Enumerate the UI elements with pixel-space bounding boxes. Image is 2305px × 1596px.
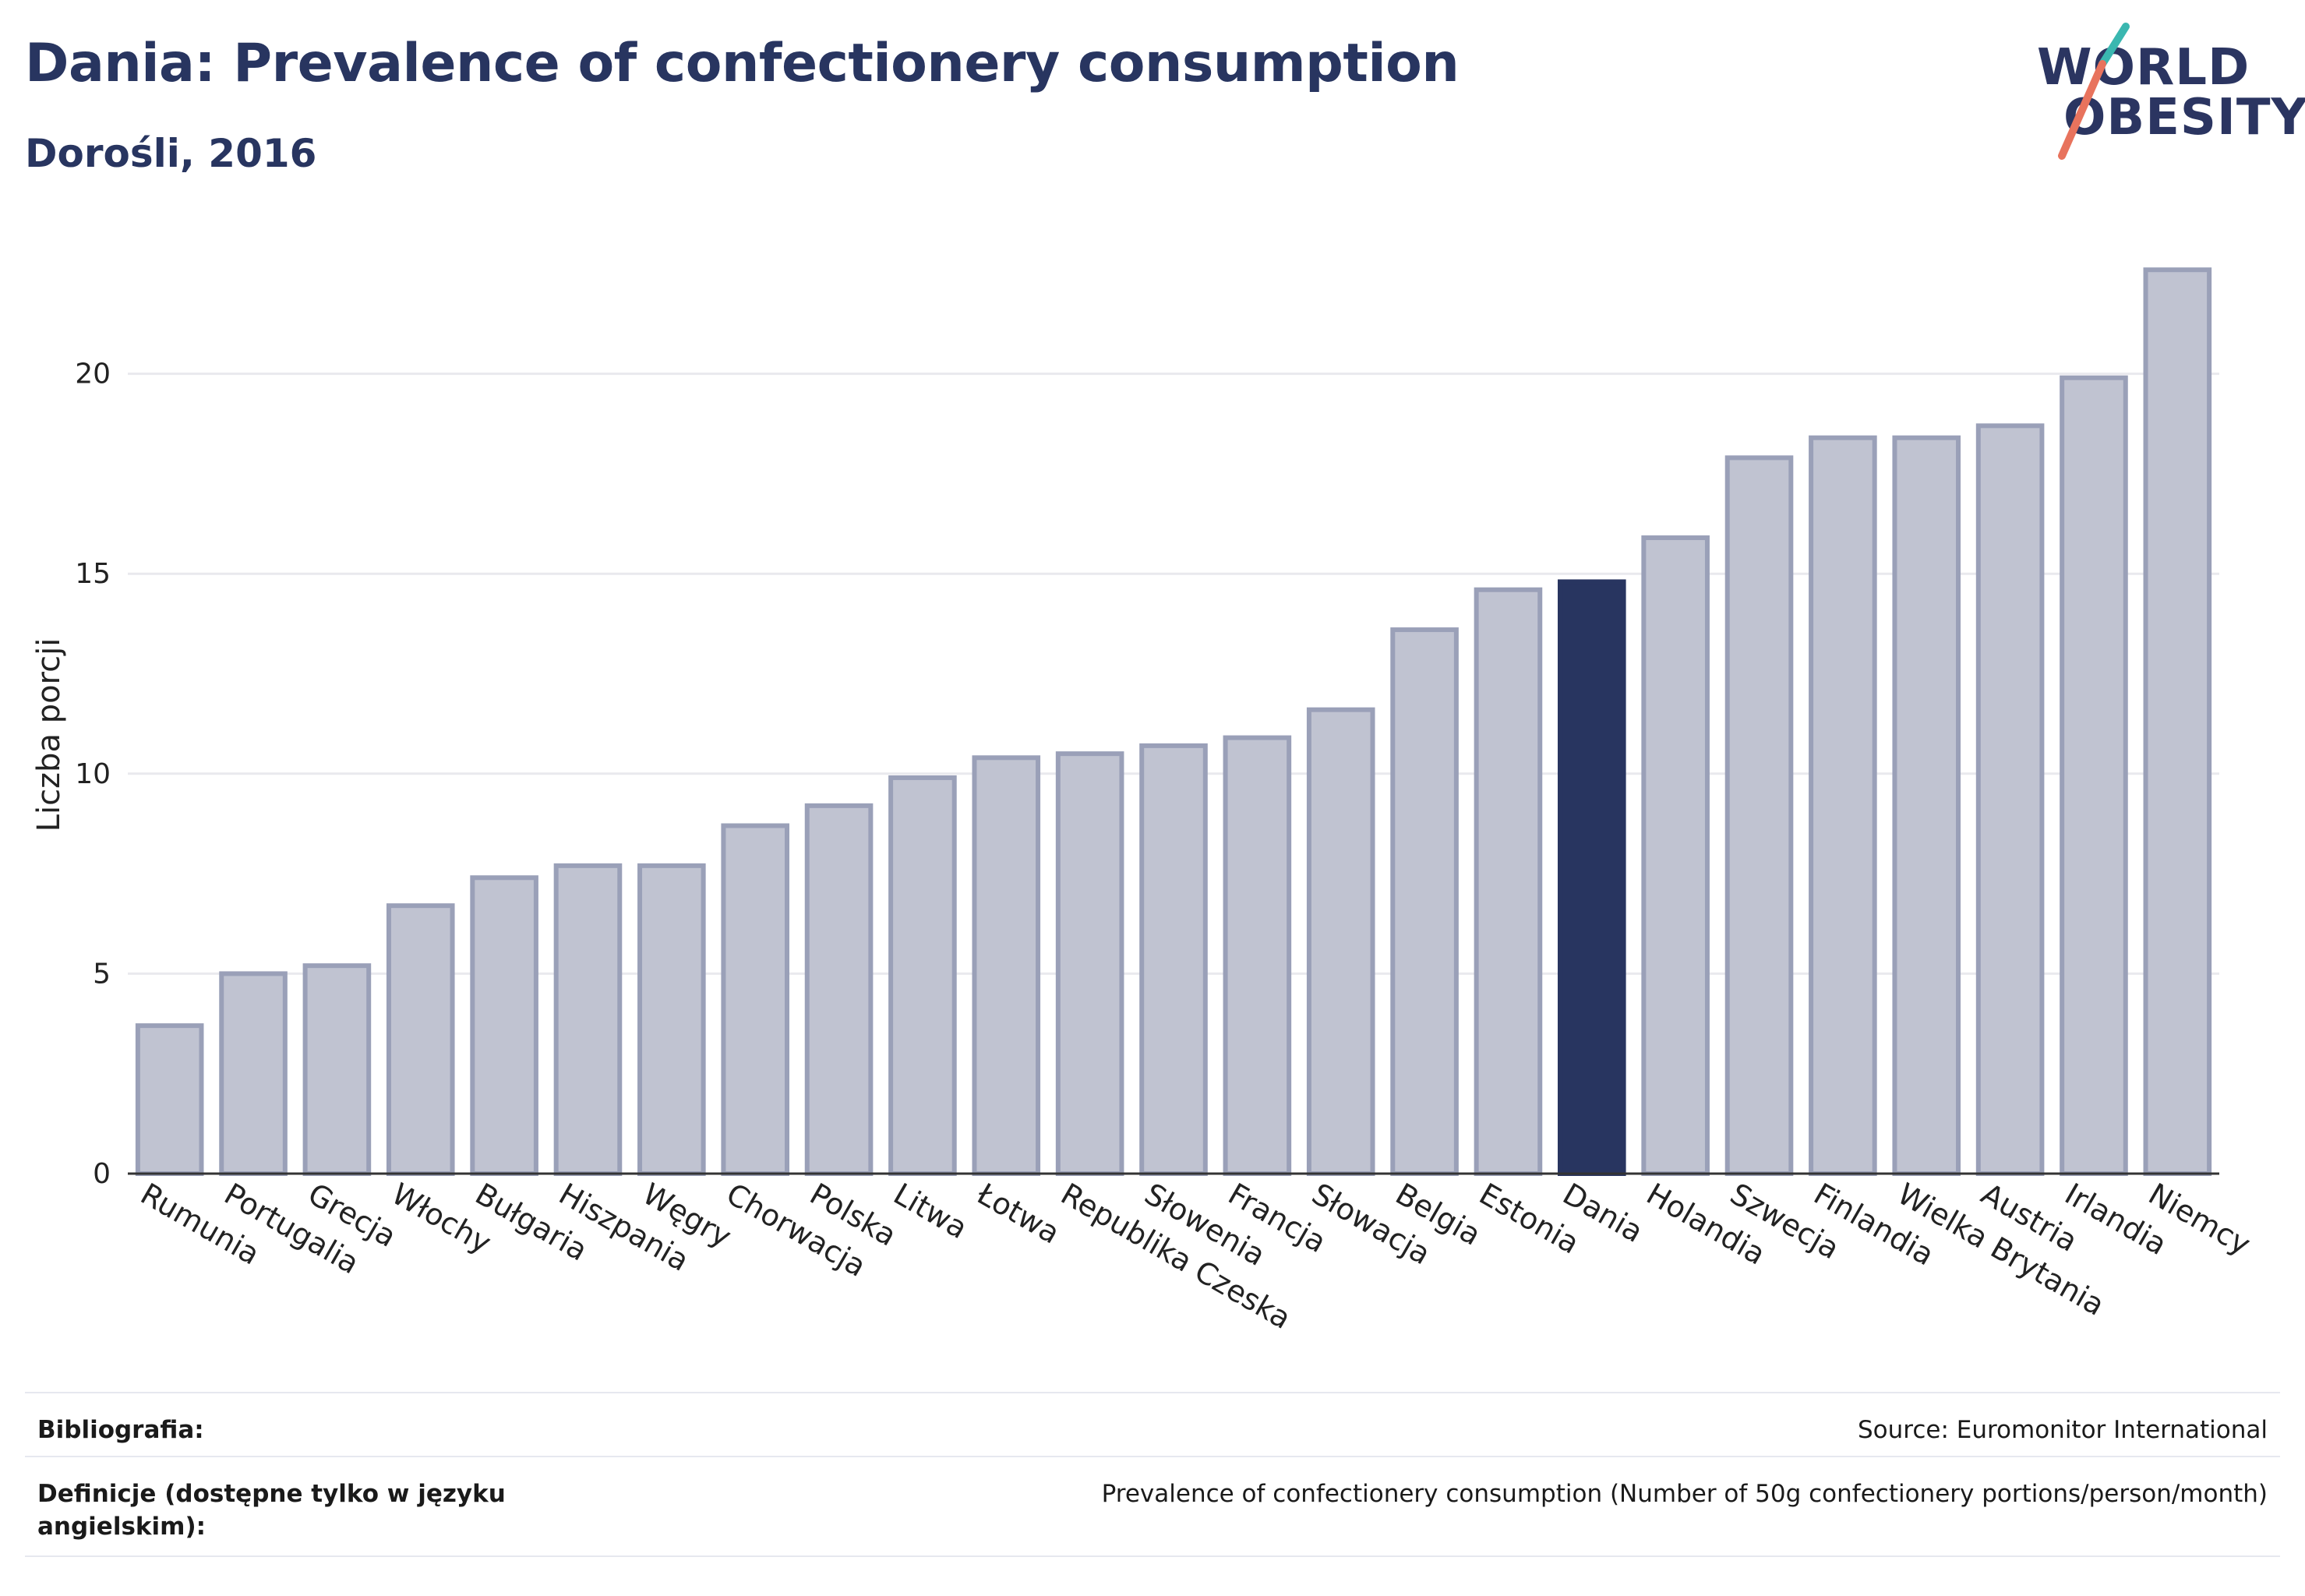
footer-row-definitions: Definicje (dostępne tylko w języku angie… (25, 1456, 2280, 1557)
bar-6 (553, 863, 623, 1176)
chart-subtitle: Dorośli, 2016 (25, 131, 317, 176)
bar-5 (470, 875, 538, 1176)
x-tick-label: Łotwa (971, 1176, 1065, 1251)
bar-17 (1474, 587, 1543, 1176)
logo-slash-icon (2058, 23, 2130, 160)
footer-row-bibliography: Bibliografia: Source: Euromonitor Intern… (25, 1392, 2280, 1457)
bar-24 (2060, 375, 2128, 1176)
bar-1 (135, 1023, 204, 1176)
bar-20 (1724, 455, 1794, 1176)
bibliography-value: Source: Euromonitor International (1857, 1416, 2268, 1444)
bar-7 (637, 863, 706, 1176)
definitions-value: Prevalence of confectionery consumption … (1101, 1480, 2268, 1508)
bar-25 (2143, 267, 2212, 1176)
bar-2 (219, 971, 288, 1177)
bar-16 (1390, 627, 1459, 1176)
bar-10 (888, 775, 957, 1176)
x-tick-label: Litwa (888, 1177, 972, 1246)
bar-21 (1809, 435, 1877, 1176)
bar-9 (804, 803, 874, 1176)
y-tick-label: 0 (93, 1158, 111, 1190)
bibliography-label: Bibliografia: (37, 1416, 204, 1444)
bar-19 (1641, 535, 1710, 1176)
bar-22 (1892, 435, 1961, 1176)
y-axis-label: Liczba porcji (31, 638, 67, 832)
bar-15 (1306, 707, 1375, 1176)
y-tick-label: 20 (75, 358, 111, 390)
chart-title: Dania: Prevalence of confectionery consu… (25, 33, 1460, 94)
y-tick-label: 5 (93, 958, 111, 990)
definitions-label: Definicje (dostępne tylko w języku angie… (37, 1480, 506, 1541)
bar-13 (1139, 743, 1208, 1176)
bar-4 (386, 903, 455, 1177)
bar-18 (1558, 579, 1626, 1176)
world-obesity-logo[interactable]: WORLD OBESITY (2034, 23, 2305, 164)
bar-12 (1055, 751, 1124, 1176)
bar-23 (1975, 423, 2045, 1176)
bar-8 (721, 823, 789, 1177)
y-tick-label: 15 (75, 558, 111, 590)
bar-3 (302, 963, 372, 1176)
logo-word-obesity: OBESITY (2063, 89, 2305, 147)
y-tick-label: 10 (75, 758, 111, 790)
logo-word-world: WORLD (2037, 39, 2250, 97)
bar-14 (1223, 735, 1292, 1176)
bar-11 (972, 755, 1041, 1176)
